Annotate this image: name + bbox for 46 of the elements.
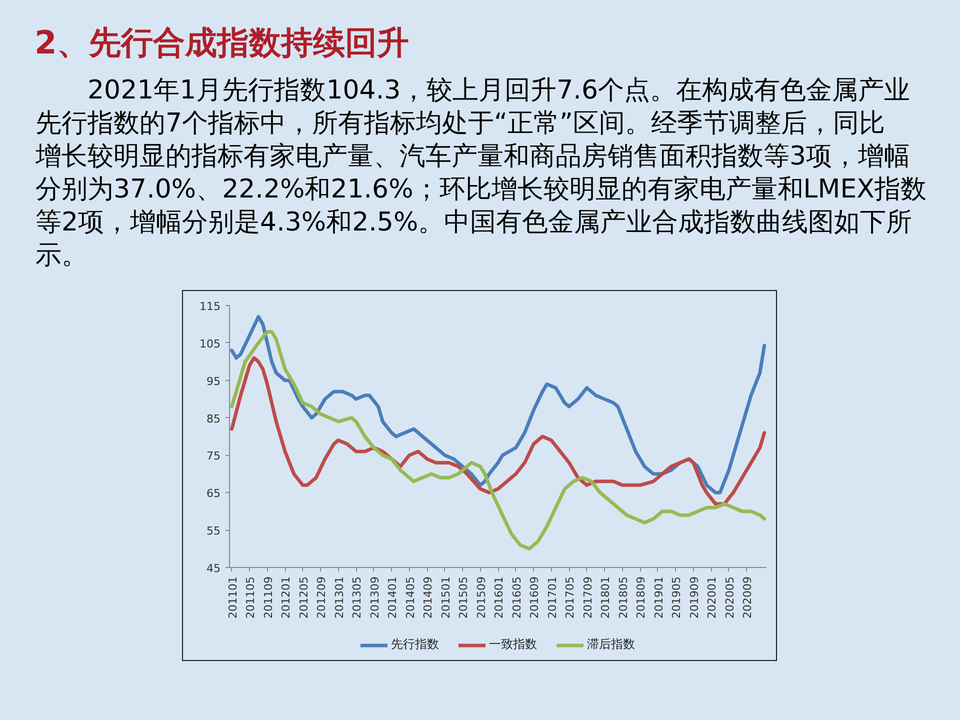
x-tick-label: 201605 [510, 576, 524, 618]
y-tick-label: 85 [206, 412, 221, 426]
x-tick-label: 201905 [670, 576, 684, 618]
legend-label: 一致指数 [489, 636, 537, 653]
line-series [230, 314, 766, 494]
x-tick-label: 201705 [564, 576, 577, 618]
x-tick-label: 201501 [439, 576, 452, 618]
chart-subtitle: 2021年1月先行指数104.3，较上月回升7.6个点。在构成有色金属产业先行指数的7个指标中，所有指标均处于“正常”区间。经季节调整后，同比增长较明显的指标有家电产量、汽车产量和商品房销售面积指数等3项，增幅分别为37.0%、22.2%和21.6%；环比增长较明显的有家电产量和LMEX指数等2项，增幅分别是4.3%和2.5%。中国有色金属产业合成指数曲线图如下所示。 [34, 76, 926, 270]
x-tick-label: 201109 [262, 576, 275, 618]
x-tick-label: 201809 [634, 576, 648, 618]
y-tick-label: 65 [206, 487, 221, 500]
line-series [230, 330, 766, 551]
x-tick-label: 201709 [581, 576, 594, 618]
line-series [230, 356, 766, 506]
x-tick-label: 202005 [723, 576, 736, 618]
x-tick-label: 201305 [350, 576, 364, 618]
x-tick-label: 201205 [297, 576, 310, 618]
x-tick-label: 201309 [368, 576, 382, 618]
legend-label: 滞后指数 [587, 636, 635, 653]
x-tick-label: 201101 [226, 576, 240, 618]
x-tick-label: 201201 [280, 576, 293, 618]
x-tick-label: 201701 [546, 576, 559, 618]
x-tick-label: 201609 [528, 576, 542, 618]
x-tick-label: 202009 [741, 576, 754, 618]
x-tick-label: 201105 [244, 576, 258, 618]
legend-label: 先行指数 [391, 636, 439, 653]
x-tick-label: 201409 [422, 576, 435, 618]
x-tick-label: 201801 [599, 576, 612, 618]
x-tick-label: 201509 [474, 576, 488, 618]
y-tick-label: 45 [206, 562, 221, 575]
y-tick-label: 55 [206, 524, 221, 538]
y-tick-label: 105 [200, 337, 221, 350]
x-tick-label: 201401 [386, 576, 400, 618]
y-tick-label: 75 [206, 450, 221, 463]
chart-title: 2、先行合成指数持续回升 [34, 24, 409, 62]
x-tick-label: 201901 [652, 576, 666, 618]
x-tick-label: 201209 [315, 576, 328, 618]
x-tick-label: 201505 [457, 576, 470, 618]
x-tick-label: 201405 [404, 576, 417, 618]
x-tick-label: 202001 [706, 576, 719, 618]
x-tick-label: 201805 [616, 576, 630, 618]
y-tick-label: 115 [200, 300, 221, 313]
x-tick-label: 201601 [492, 576, 506, 618]
x-tick-label: 201909 [688, 576, 701, 618]
x-tick-label: 201301 [332, 576, 346, 618]
y-tick-label: 95 [206, 374, 221, 388]
